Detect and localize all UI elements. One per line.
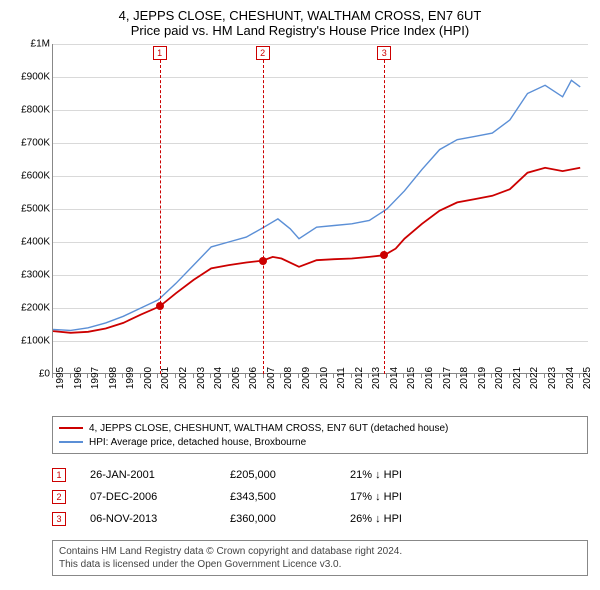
sale-point bbox=[259, 257, 267, 265]
x-tick bbox=[456, 374, 457, 378]
x-tick bbox=[386, 374, 387, 378]
x-tick bbox=[368, 374, 369, 378]
chart-subtitle: Price paid vs. HM Land Registry's House … bbox=[12, 23, 588, 38]
x-tick bbox=[562, 374, 563, 378]
y-axis: £0£100K£200K£300K£400K£500K£600K£700K£80… bbox=[12, 44, 52, 374]
marker-box: 3 bbox=[377, 46, 391, 60]
x-tick bbox=[280, 374, 281, 378]
sale-point bbox=[380, 251, 388, 259]
x-tick bbox=[52, 374, 53, 378]
x-tick bbox=[193, 374, 194, 378]
x-tick bbox=[263, 374, 264, 378]
marker-vline bbox=[384, 60, 385, 374]
legend-swatch bbox=[59, 441, 83, 443]
sales-diff: 17% ↓ HPI bbox=[350, 491, 470, 503]
sales-date: 26-JAN-2001 bbox=[90, 469, 230, 481]
marker-box: 1 bbox=[153, 46, 167, 60]
legend-label: 4, JEPPS CLOSE, CHESHUNT, WALTHAM CROSS,… bbox=[89, 423, 448, 434]
y-tick-label: £0 bbox=[39, 369, 50, 380]
legend-item: HPI: Average price, detached house, Brox… bbox=[59, 435, 581, 449]
legend-label: HPI: Average price, detached house, Brox… bbox=[89, 437, 306, 448]
x-tick bbox=[509, 374, 510, 378]
x-tick bbox=[70, 374, 71, 378]
x-tick bbox=[579, 374, 580, 378]
series-hpi bbox=[53, 80, 580, 330]
y-tick-label: £700K bbox=[21, 138, 50, 149]
sales-date: 06-NOV-2013 bbox=[90, 513, 230, 525]
y-tick-label: £200K bbox=[21, 303, 50, 314]
legend-item: 4, JEPPS CLOSE, CHESHUNT, WALTHAM CROSS,… bbox=[59, 421, 581, 435]
sales-marker: 3 bbox=[52, 512, 66, 526]
x-tick bbox=[105, 374, 106, 378]
y-tick-label: £400K bbox=[21, 237, 50, 248]
marker-box: 2 bbox=[256, 46, 270, 60]
x-tick bbox=[526, 374, 527, 378]
marker-vline bbox=[160, 60, 161, 374]
x-tick bbox=[157, 374, 158, 378]
x-tick bbox=[228, 374, 229, 378]
x-axis: 1995199619971998199920002001200220032004… bbox=[52, 374, 588, 414]
sales-marker: 2 bbox=[52, 490, 66, 504]
legend-swatch bbox=[59, 427, 83, 429]
sale-point bbox=[156, 302, 164, 310]
plot-region: 1 2 3 bbox=[52, 44, 588, 374]
x-tick bbox=[122, 374, 123, 378]
x-tick bbox=[439, 374, 440, 378]
x-tick bbox=[175, 374, 176, 378]
y-tick-label: £500K bbox=[21, 204, 50, 215]
sales-row: 3 06-NOV-2013£360,00026% ↓ HPI bbox=[52, 508, 588, 530]
y-tick-label: £1M bbox=[31, 39, 50, 50]
footer-attribution: Contains HM Land Registry data © Crown c… bbox=[52, 540, 588, 576]
sales-marker: 1 bbox=[52, 468, 66, 482]
chart-area: £0 £100K £200K £300K £400K £500K £600K £700K £80… bbox=[12, 44, 588, 414]
x-tick bbox=[544, 374, 545, 378]
chart-title: 4, JEPPS CLOSE, CHESHUNT, WALTHAM CROSS,… bbox=[12, 8, 588, 23]
y-tick-label: £300K bbox=[21, 270, 50, 281]
sales-row: 2 07-DEC-2006£343,50017% ↓ HPI bbox=[52, 486, 588, 508]
y-tick-label: £600K bbox=[21, 171, 50, 182]
sales-price: £343,500 bbox=[230, 491, 350, 503]
y-tick-label: £900K bbox=[21, 72, 50, 83]
x-tick bbox=[298, 374, 299, 378]
footer-line-1: Contains HM Land Registry data © Crown c… bbox=[59, 545, 581, 558]
y-tick-label: £800K bbox=[21, 105, 50, 116]
sales-table: 1 26-JAN-2001£205,00021% ↓ HPI 2 07-DEC-200… bbox=[52, 464, 588, 530]
x-tick bbox=[474, 374, 475, 378]
legend: 4, JEPPS CLOSE, CHESHUNT, WALTHAM CROSS,… bbox=[52, 416, 588, 454]
x-tick bbox=[210, 374, 211, 378]
footer-line-2: This data is licensed under the Open Gov… bbox=[59, 558, 581, 571]
sales-row: 1 26-JAN-2001£205,00021% ↓ HPI bbox=[52, 464, 588, 486]
x-tick bbox=[403, 374, 404, 378]
x-tick bbox=[491, 374, 492, 378]
sales-price: £205,000 bbox=[230, 469, 350, 481]
y-tick-label: £100K bbox=[21, 336, 50, 347]
x-tick bbox=[87, 374, 88, 378]
sales-diff: 21% ↓ HPI bbox=[350, 469, 470, 481]
sales-price: £360,000 bbox=[230, 513, 350, 525]
x-tick bbox=[333, 374, 334, 378]
sales-diff: 26% ↓ HPI bbox=[350, 513, 470, 525]
sales-date: 07-DEC-2006 bbox=[90, 491, 230, 503]
x-tick bbox=[351, 374, 352, 378]
line-series-svg bbox=[53, 44, 589, 374]
x-tick bbox=[421, 374, 422, 378]
x-tick bbox=[140, 374, 141, 378]
x-tick bbox=[316, 374, 317, 378]
series-property bbox=[53, 168, 580, 333]
marker-vline bbox=[263, 60, 264, 374]
x-tick bbox=[245, 374, 246, 378]
